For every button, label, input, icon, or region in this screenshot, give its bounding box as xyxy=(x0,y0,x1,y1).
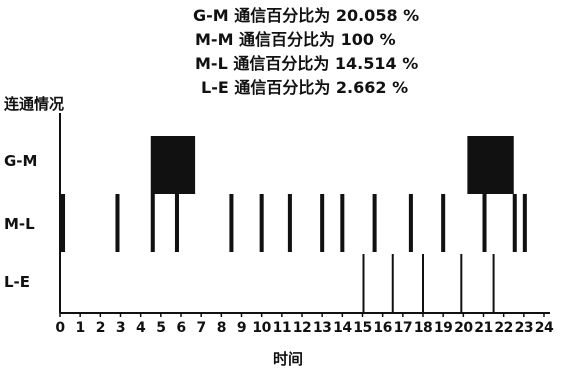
x-tick-label-14: 14 xyxy=(333,320,352,336)
x-ticks: 0 1 2 3 4 5 6 7 8 9 10 11 12 13 14 15 16 17 18 19 20 21 22 23 24 xyxy=(55,313,554,336)
x-tick-label-10: 10 xyxy=(252,320,271,336)
interval-m-l-10 xyxy=(408,194,413,252)
x-tick-label-19: 19 xyxy=(434,320,452,336)
interval-m-l-13 xyxy=(512,194,517,252)
interval-g-m-1 xyxy=(467,136,514,194)
interval-g-m-0 xyxy=(150,136,196,194)
x-tick-label-9: 9 xyxy=(237,320,246,336)
interval-m-l-14 xyxy=(522,194,527,252)
stat-le: L-E 通信百分比为 2.662 % xyxy=(201,78,409,97)
interval-m-l-3 xyxy=(174,194,179,252)
x-tick-label-20: 20 xyxy=(454,320,473,336)
stat-gm: G-M 通信百分比为 20.058 % xyxy=(193,6,420,25)
x-tick-label-15: 15 xyxy=(353,320,371,336)
x-tick-label-13: 13 xyxy=(313,320,331,336)
x-axis-title: 时间 xyxy=(273,350,303,368)
interval-m-l-11 xyxy=(441,194,446,252)
x-tick-label-2: 2 xyxy=(96,320,105,336)
interval-m-l-5 xyxy=(259,194,264,252)
x-tick-label-23: 23 xyxy=(515,320,533,336)
x-tick-label-7: 7 xyxy=(197,320,206,336)
row-label-l-e: L-E xyxy=(4,273,30,291)
interval-m-l-0 xyxy=(60,194,66,252)
x-tick-label-4: 4 xyxy=(136,320,146,336)
row-labels: G-M M-L L-E xyxy=(4,152,37,291)
row-label-g-m: G-M xyxy=(4,152,37,170)
interval-m-l-8 xyxy=(340,194,345,252)
x-tick-label-22: 22 xyxy=(494,320,512,336)
interval-m-l-2 xyxy=(150,194,155,252)
row-label-m-l: M-L xyxy=(4,215,35,233)
x-tick-label-12: 12 xyxy=(293,320,311,336)
stats-block: G-M 通信百分比为 20.058 % M-M 通信百分比为 100 % M-L… xyxy=(185,4,475,100)
x-tick-label-18: 18 xyxy=(414,320,432,336)
x-tick-label-16: 16 xyxy=(373,320,391,336)
interval-m-l-1 xyxy=(115,194,120,252)
x-tick-label-11: 11 xyxy=(273,320,291,336)
stat-ml: M-L 通信百分比为 14.514 % xyxy=(195,54,419,73)
interval-m-l-9 xyxy=(372,194,377,252)
x-tick-label-6: 6 xyxy=(176,320,185,336)
interval-m-l-12 xyxy=(482,194,487,252)
x-tick-label-1: 1 xyxy=(76,320,85,336)
x-tick-label-0: 0 xyxy=(55,320,65,336)
x-tick-label-24: 24 xyxy=(535,320,554,336)
y-axis-title: 连通情况 xyxy=(4,95,64,113)
interval-m-l-6 xyxy=(287,194,292,252)
chart-marks xyxy=(60,136,527,313)
x-tick-label-8: 8 xyxy=(217,320,226,336)
interval-m-l-4 xyxy=(229,194,234,252)
x-tick-label-21: 21 xyxy=(474,320,492,336)
stat-mm: M-M 通信百分比为 100 % xyxy=(195,30,396,49)
interval-m-l-7 xyxy=(320,194,325,252)
x-tick-label-17: 17 xyxy=(394,320,412,336)
x-tick-label-5: 5 xyxy=(156,320,165,336)
x-tick-label-3: 3 xyxy=(116,320,125,336)
